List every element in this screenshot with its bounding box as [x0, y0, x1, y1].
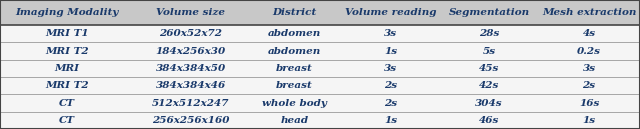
Text: 46s: 46s	[479, 116, 499, 125]
Text: 16s: 16s	[579, 99, 599, 108]
Bar	[0, 42, 640, 60]
Text: 4s: 4s	[582, 29, 596, 38]
Text: Mesh extraction: Mesh extraction	[542, 8, 636, 17]
Text: 384x384x46: 384x384x46	[156, 81, 226, 90]
Text: head: head	[280, 116, 308, 125]
Text: 3s: 3s	[385, 64, 397, 73]
Text: abdomen: abdomen	[268, 47, 321, 56]
Text: Volume size: Volume size	[156, 8, 225, 17]
Text: 28s: 28s	[479, 29, 499, 38]
Text: 1s: 1s	[582, 116, 596, 125]
Text: MRI T2: MRI T2	[45, 47, 89, 56]
Text: MRI T2: MRI T2	[45, 81, 89, 90]
Text: 304s: 304s	[476, 99, 503, 108]
Text: 2s: 2s	[385, 99, 397, 108]
Text: 5s: 5s	[483, 47, 495, 56]
Bar	[0, 25, 640, 42]
Text: whole body: whole body	[262, 99, 327, 108]
Text: 42s: 42s	[479, 81, 499, 90]
Text: District: District	[273, 8, 317, 17]
Text: 260x52x72: 260x52x72	[159, 29, 223, 38]
Text: Imaging Modality: Imaging Modality	[15, 8, 119, 17]
Bar	[0, 94, 640, 112]
Bar	[0, 60, 640, 77]
Text: CT: CT	[60, 99, 76, 108]
Text: 3s: 3s	[582, 64, 596, 73]
Text: 2s: 2s	[385, 81, 397, 90]
Text: 184x256x30: 184x256x30	[156, 47, 226, 56]
Bar	[0, 77, 640, 94]
Text: CT: CT	[60, 116, 76, 125]
Text: 45s: 45s	[479, 64, 499, 73]
Text: 0.2s: 0.2s	[577, 47, 601, 56]
Text: Volume reading: Volume reading	[345, 8, 436, 17]
Text: MRI: MRI	[55, 64, 80, 73]
Text: 3s: 3s	[385, 29, 397, 38]
Bar	[0, 112, 640, 129]
Text: 384x384x50: 384x384x50	[156, 64, 226, 73]
Text: abdomen: abdomen	[268, 29, 321, 38]
Text: 512x512x247: 512x512x247	[152, 99, 230, 108]
Text: 1s: 1s	[385, 116, 397, 125]
Text: Segmentation: Segmentation	[449, 8, 530, 17]
Text: breast: breast	[276, 81, 313, 90]
Text: MRI T1: MRI T1	[45, 29, 89, 38]
Text: 1s: 1s	[385, 47, 397, 56]
Text: 256x256x160: 256x256x160	[152, 116, 230, 125]
Text: 2s: 2s	[582, 81, 596, 90]
Text: breast: breast	[276, 64, 313, 73]
Bar	[0, 0, 640, 25]
